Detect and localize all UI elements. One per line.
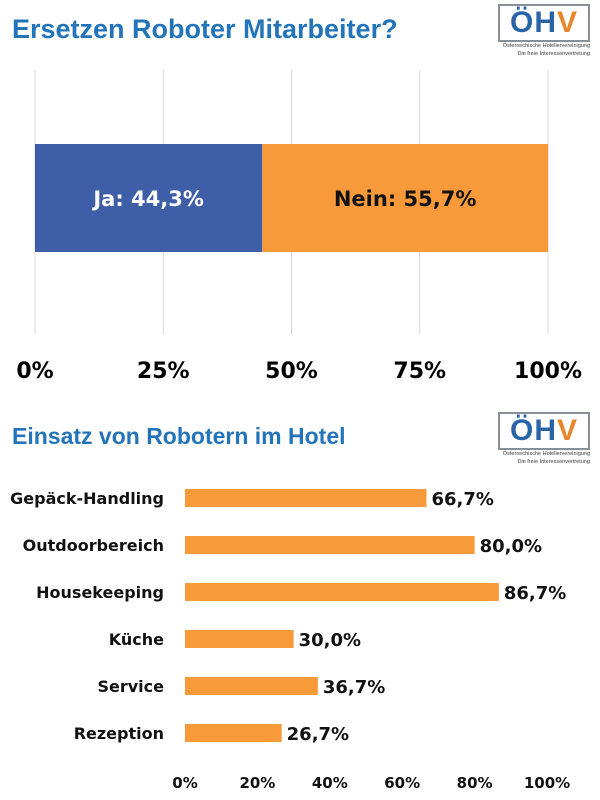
stacked-bar-chart: 0% 25% 50% 75% 100% Ja: 44,3% Nein: 55,7% (16, 70, 582, 384)
data-label: 26,7% (287, 724, 349, 745)
x-tick-label: 0% (16, 359, 53, 384)
x-tick-label: 80% (457, 774, 493, 792)
data-label: Nein: 55,7% (334, 187, 477, 211)
bar (185, 724, 282, 742)
bar (185, 489, 427, 507)
category-label: Küche (109, 630, 164, 649)
data-label: 86,7% (504, 583, 566, 604)
ohv-logo-mark: ÖHV (498, 412, 590, 450)
data-label: 80,0% (480, 536, 542, 557)
bar (185, 630, 294, 648)
x-tick-label: 100% (514, 359, 582, 384)
logo-subtitle-1: Österreichische Hoteliervereinigung (502, 43, 590, 49)
category-label: Rezeption (74, 724, 164, 743)
ohv-logo: ÖHV Österreichische Hoteliervereinigung … (498, 4, 590, 57)
x-tick-label: 25% (137, 359, 190, 384)
ohv-logo-mark: ÖHV (498, 4, 590, 42)
bar (185, 583, 499, 601)
bar (185, 677, 318, 695)
bar (185, 536, 475, 554)
category-label: Outdoorbereich (23, 536, 164, 555)
logo-subtitle-2: Die freie Interessenvertretung (517, 458, 590, 465)
data-label: 36,7% (323, 677, 385, 698)
data-label: 30,0% (299, 630, 361, 651)
x-tick-label: 40% (312, 774, 348, 792)
logo-mark-main: ÖH (509, 6, 557, 39)
x-tick-label: 100% (524, 774, 570, 792)
logo-subtitle-2: Die freie Interessenvertretung (517, 50, 590, 57)
chart2-title: Einsatz von Robotern im Hotel (12, 423, 346, 449)
category-label: Gepäck-Handling (10, 489, 164, 508)
data-label: Ja: 44,3% (91, 187, 204, 211)
category-label: Housekeeping (36, 583, 164, 602)
x-tick-label: 0% (172, 774, 197, 792)
x-tick-label: 60% (384, 774, 420, 792)
bar-segment-ja (35, 144, 263, 252)
chart1-title: Ersetzen Roboter Mitarbeiter? (12, 14, 398, 44)
logo-mark-accent: V (556, 6, 578, 39)
category-label: Service (97, 677, 164, 696)
bar-segment-nein (262, 144, 548, 252)
logo-mark-accent: V (556, 414, 578, 447)
data-label: 66,7% (431, 489, 493, 510)
logo-subtitle-1: Österreichische Hoteliervereinigung (502, 451, 590, 457)
horizontal-bar-chart: Gepäck-Handling 66,7% Outdoorbereich 80,0% H… (10, 489, 570, 792)
x-tick-label: 20% (239, 774, 275, 792)
ohv-logo: ÖHV Österreichische Hoteliervereinigung … (498, 412, 590, 465)
logo-mark-main: ÖH (509, 414, 557, 447)
x-tick-label: 75% (393, 359, 446, 384)
x-tick-label: 50% (265, 359, 318, 384)
